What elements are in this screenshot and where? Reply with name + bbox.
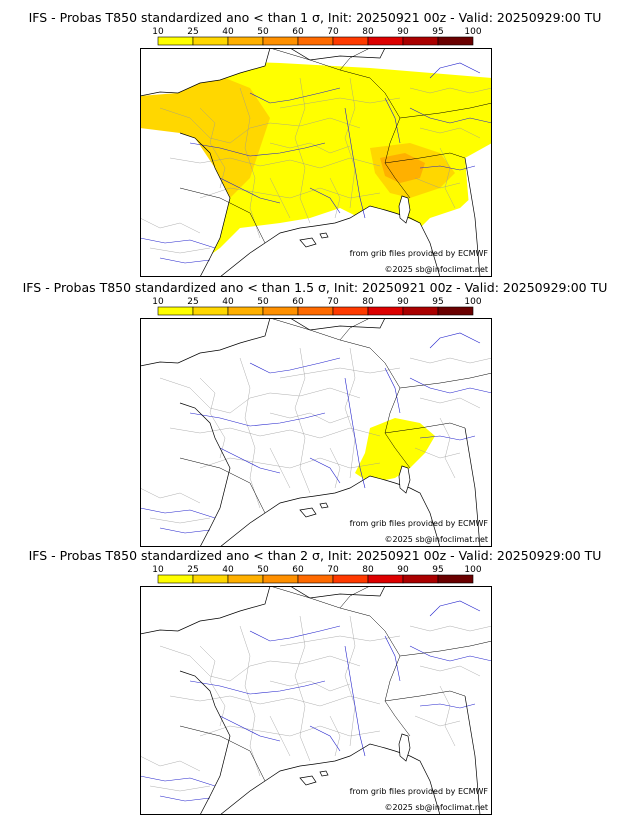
prob-area-10-25-alps bbox=[355, 418, 435, 483]
colorbar-swatch bbox=[402, 36, 439, 46]
copyright-credit: ©2025 sb@infoclimat.net bbox=[385, 803, 489, 812]
map-frame bbox=[140, 48, 492, 277]
map-panel-1sigma: IFS - Probas T850 standardized ano < tha… bbox=[0, 10, 630, 280]
colorbar-tick-label: 70 bbox=[327, 565, 339, 575]
colorbar-swatch bbox=[227, 306, 264, 316]
copyright-credit: ©2025 sb@infoclimat.net bbox=[385, 265, 489, 274]
colorbar-swatch bbox=[332, 574, 369, 584]
probability-map: from grib files provided by ECMWF ©2025 … bbox=[140, 318, 492, 547]
colorbar-tick-label: 25 bbox=[187, 565, 198, 575]
colorbar-tick-label: 25 bbox=[187, 27, 198, 37]
colorbar-swatch bbox=[297, 306, 334, 316]
colorbar-swatch bbox=[192, 36, 229, 46]
colorbar-swatch bbox=[192, 574, 229, 584]
colorbar-legend: 10 25 40 50 60 70 80 90 95 100 bbox=[152, 565, 482, 584]
colorbar-legend: 10 25 40 50 60 70 80 90 95 100 bbox=[152, 27, 482, 46]
colorbar-tick-label: 80 bbox=[362, 297, 374, 307]
colorbar-tick-label: 25 bbox=[187, 297, 198, 307]
colorbar-swatch bbox=[332, 306, 369, 316]
colorbar-swatch bbox=[297, 574, 334, 584]
colorbar-swatch bbox=[367, 574, 404, 584]
colorbar-tick-label: 100 bbox=[464, 565, 481, 575]
colorbar-tick-label: 60 bbox=[292, 27, 304, 37]
colorbar-swatch bbox=[227, 574, 264, 584]
colorbar-swatch bbox=[262, 306, 299, 316]
colorbar-swatch bbox=[402, 574, 439, 584]
colorbar-swatch bbox=[402, 306, 439, 316]
colorbar-tick-label: 80 bbox=[362, 27, 374, 37]
map-panel-2sigma: IFS - Probas T850 standardized ano < tha… bbox=[0, 548, 630, 818]
colorbar-tick-label: 90 bbox=[397, 27, 409, 37]
colorbar-tick-label: 60 bbox=[292, 565, 304, 575]
copyright-credit: ©2025 sb@infoclimat.net bbox=[385, 535, 489, 544]
colorbar-swatch bbox=[367, 306, 404, 316]
probability-map: from grib files provided by ECMWF ©2025 … bbox=[140, 48, 492, 277]
panel-title: IFS - Probas T850 standardized ano < tha… bbox=[28, 548, 602, 563]
colorbar-tick-label: 40 bbox=[222, 565, 234, 575]
map-frame bbox=[140, 586, 492, 815]
colorbar-tick-label: 95 bbox=[432, 565, 443, 575]
colorbar-swatch bbox=[157, 574, 194, 584]
colorbar-swatch bbox=[157, 36, 194, 46]
colorbar-tick-label: 100 bbox=[464, 27, 481, 37]
colorbar-tick-label: 40 bbox=[222, 297, 234, 307]
colorbar-tick-label: 50 bbox=[257, 297, 269, 307]
colorbar-swatch bbox=[367, 36, 404, 46]
colorbar-legend: 10 25 40 50 60 70 80 90 95 100 bbox=[152, 297, 482, 316]
colorbar-swatch bbox=[192, 306, 229, 316]
colorbar-tick-label: 100 bbox=[464, 297, 481, 307]
colorbar-tick-label: 95 bbox=[432, 297, 443, 307]
colorbar-swatch bbox=[262, 574, 299, 584]
colorbar-tick-label: 10 bbox=[152, 27, 164, 37]
colorbar-tick-label: 10 bbox=[152, 297, 164, 307]
colorbar-tick-label: 60 bbox=[292, 297, 304, 307]
panel-title: IFS - Probas T850 standardized ano < tha… bbox=[28, 10, 602, 25]
colorbar-tick-label: 40 bbox=[222, 27, 234, 37]
colorbar-tick-label: 50 bbox=[257, 27, 269, 37]
panel-title: IFS - Probas T850 standardized ano < tha… bbox=[22, 280, 608, 295]
colorbar-tick-label: 90 bbox=[397, 565, 409, 575]
map-panel-1-5sigma: IFS - Probas T850 standardized ano < tha… bbox=[0, 280, 630, 550]
colorbar-swatch bbox=[437, 574, 474, 584]
colorbar-tick-label: 70 bbox=[327, 27, 339, 37]
colorbar-swatch bbox=[227, 36, 264, 46]
data-source-credit: from grib files provided by ECMWF bbox=[350, 249, 489, 258]
data-source-credit: from grib files provided by ECMWF bbox=[350, 787, 489, 796]
map-frame bbox=[140, 318, 492, 547]
probability-map: from grib files provided by ECMWF ©2025 … bbox=[140, 586, 492, 815]
prob-area-40-50 bbox=[380, 153, 425, 183]
colorbar-tick-label: 50 bbox=[257, 565, 269, 575]
colorbar-tick-label: 95 bbox=[432, 27, 443, 37]
colorbar-swatch bbox=[332, 36, 369, 46]
colorbar-swatch bbox=[297, 36, 334, 46]
colorbar-swatch bbox=[262, 36, 299, 46]
colorbar-swatch bbox=[437, 36, 474, 46]
colorbar-swatch bbox=[157, 306, 194, 316]
colorbar-tick-label: 10 bbox=[152, 565, 164, 575]
colorbar-tick-label: 90 bbox=[397, 297, 409, 307]
colorbar-swatch bbox=[437, 306, 474, 316]
colorbar-tick-label: 80 bbox=[362, 565, 374, 575]
colorbar-tick-label: 70 bbox=[327, 297, 339, 307]
data-source-credit: from grib files provided by ECMWF bbox=[350, 519, 489, 528]
